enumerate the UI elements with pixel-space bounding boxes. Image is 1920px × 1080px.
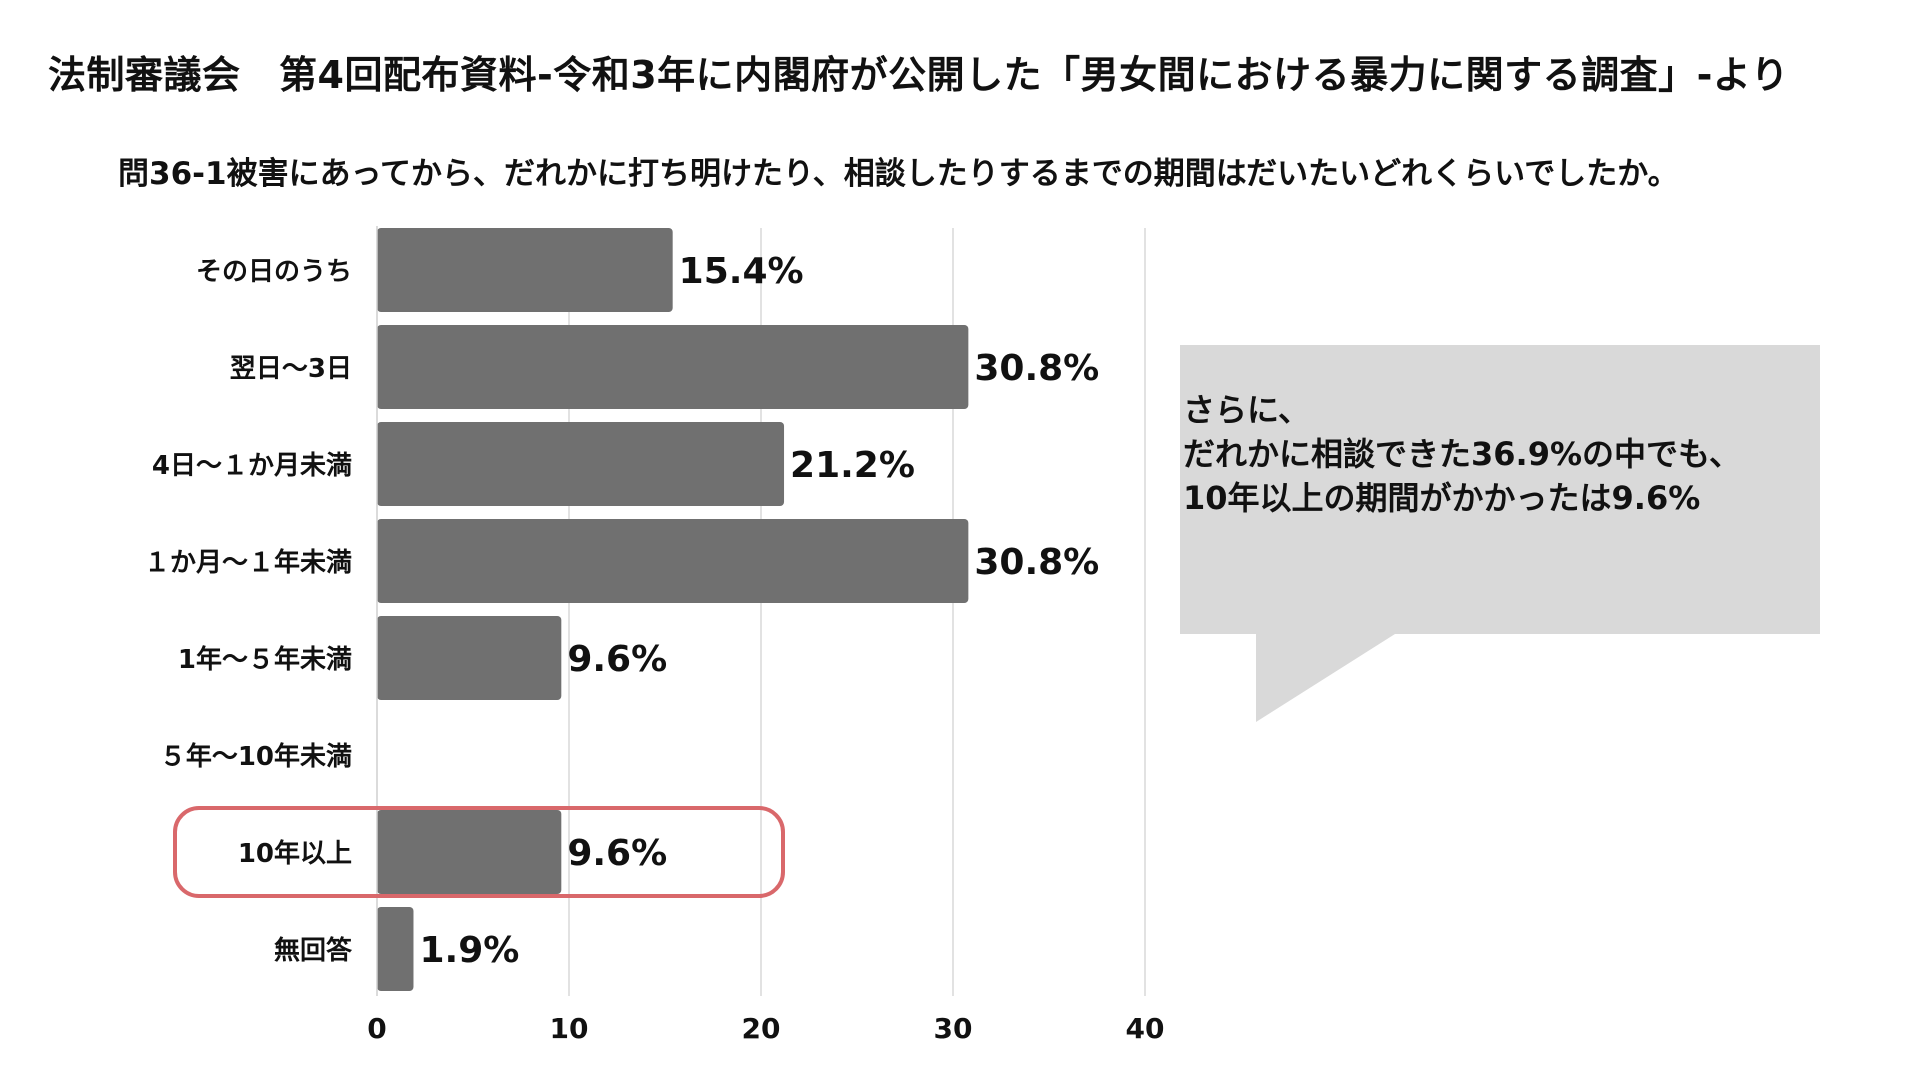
x-tick-label-40: 40 xyxy=(1126,1012,1165,1045)
chart-title: 法制審議会 第4回配布資料-令和3年に内閣府が公開した「男女間における暴力に関す… xyxy=(48,53,1790,97)
category-label-7: 無回答 xyxy=(274,935,353,966)
bar-3 xyxy=(377,519,969,603)
bar-7 xyxy=(377,907,414,991)
callout-line-2: だれかに相談できた36.9%の中でも、 xyxy=(1183,435,1742,473)
category-label-4: 1年～５年未満 xyxy=(178,644,352,675)
callout-text: さらに、 だれかに相談できた36.9%の中でも、 10年以上の期間がかかったは9… xyxy=(1183,388,1783,520)
data-label-1: 30.8% xyxy=(974,348,1099,389)
bar-1 xyxy=(377,325,969,409)
bar-2 xyxy=(377,422,785,506)
data-label-7: 1.9% xyxy=(419,930,519,971)
category-label-3: １か月～１年未満 xyxy=(144,547,352,578)
category-label-1: 翌日～3日 xyxy=(230,354,352,384)
data-label-3: 30.8% xyxy=(974,542,1099,583)
data-label-0: 15.4% xyxy=(679,251,804,292)
category-label-0: その日のうち xyxy=(196,257,352,287)
x-tick-label-0: 0 xyxy=(367,1012,386,1045)
data-label-2: 21.2% xyxy=(790,445,915,486)
bar-0 xyxy=(377,228,673,312)
callout-line-3: 10年以上の期間がかかったは9.6% xyxy=(1183,479,1701,517)
highlight-outline xyxy=(173,806,785,898)
x-tick-label-10: 10 xyxy=(550,1012,589,1045)
bar-4 xyxy=(377,616,562,700)
callout-line-1: さらに、 xyxy=(1183,391,1311,429)
bar-6 xyxy=(377,810,562,894)
data-label-4: 9.6% xyxy=(567,639,667,680)
category-label-6: 10年以上 xyxy=(238,838,352,869)
x-tick-label-20: 20 xyxy=(742,1012,781,1045)
data-label-6: 9.6% xyxy=(567,833,667,874)
callout-shape xyxy=(1180,345,1820,722)
category-label-5: ５年～10年未満 xyxy=(160,741,352,772)
chart-subtitle: 問36-1被害にあってから、だれかに打ち明けたり、相談したりするまでの期間はだい… xyxy=(118,156,1679,192)
x-tick-label-30: 30 xyxy=(934,1012,973,1045)
category-label-2: 4日～１か月未満 xyxy=(152,451,352,481)
